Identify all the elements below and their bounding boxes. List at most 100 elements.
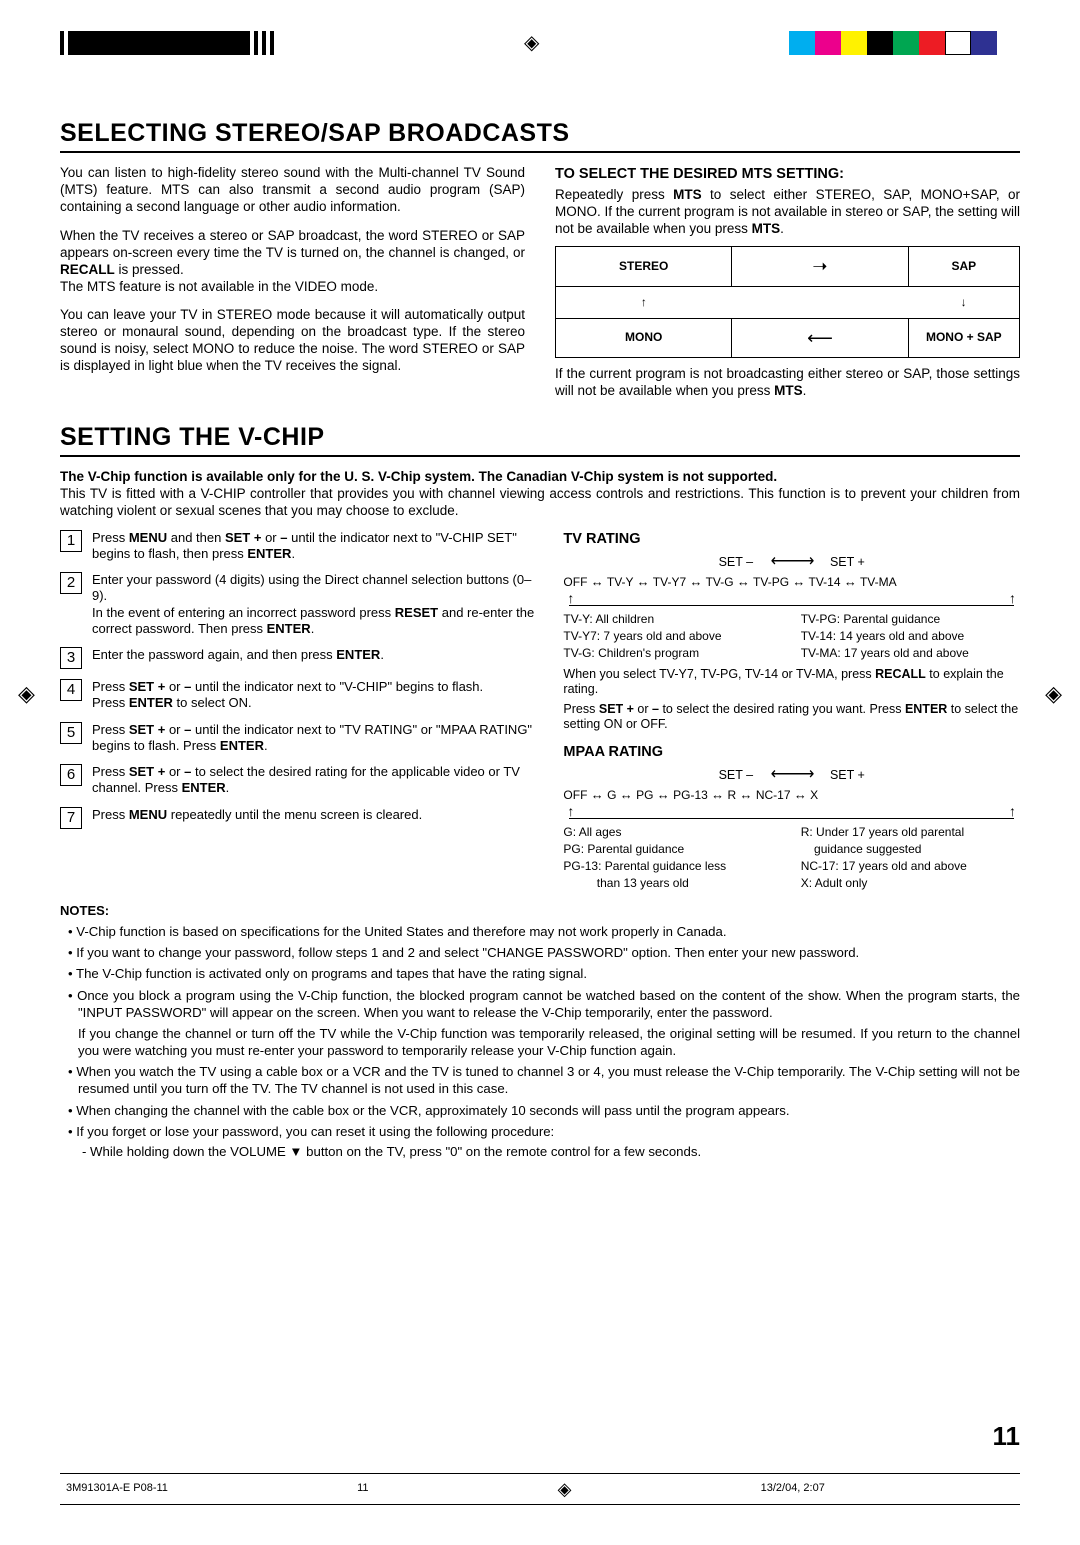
mpaa-rating-scale: OFF ↔ G ↔ PG ↔ PG-13 ↔ R ↔ NC-17 ↔ X xyxy=(563,787,1020,803)
step-text: Press MENU and then SET + or – until the… xyxy=(92,530,539,563)
ratings-column: TV RATING SET – ⟵⟶ SET + OFF ↔ TV-Y ↔ TV… xyxy=(563,530,1020,893)
legend-line: TV-Y: All children xyxy=(563,612,782,627)
footer-mid: 11 xyxy=(357,1482,368,1496)
footer: 3M91301A-E P08-11 11 ◈ 13/2/04, 2:07 xyxy=(60,1473,1020,1506)
page-number: 11 xyxy=(60,1420,1020,1453)
footer-center-icon: ◈ xyxy=(558,1478,572,1501)
arrow-down-icon: ↓ xyxy=(908,286,1019,318)
step: 5 Press SET + or – until the indicator n… xyxy=(60,722,539,755)
arrow-up-icon: ↑ xyxy=(556,286,732,318)
step-number: 1 xyxy=(60,530,82,552)
s1-left-p3: The MTS feature is not available in the … xyxy=(60,279,378,294)
s1-right-p2b: . xyxy=(803,383,807,398)
step: 1 Press MENU and then SET + or – until t… xyxy=(60,530,539,563)
note-item: When changing the channel with the cable… xyxy=(60,1102,1020,1119)
note-item: If you forget or lose your password, you… xyxy=(60,1123,1020,1140)
mts-stereo: STEREO xyxy=(556,247,732,287)
step-text: Enter your password (4 digits) using the… xyxy=(92,572,539,637)
step-text: Press MENU repeatedly until the menu scr… xyxy=(92,807,539,829)
legend-line: TV-G: Children's program xyxy=(563,646,782,661)
note-item: Once you block a program using the V-Chi… xyxy=(60,987,1020,1021)
step-text: Press SET + or – until the indicator nex… xyxy=(92,679,539,712)
note-continuation: If you change the channel or turn off th… xyxy=(60,1025,1020,1059)
s2-intro-bold: The V-Chip function is available only fo… xyxy=(60,469,777,484)
legend-line: TV-MA: 17 years old and above xyxy=(801,646,1020,661)
note-item: If you want to change your password, fol… xyxy=(60,944,1020,961)
legend-line: TV-PG: Parental guidance xyxy=(801,612,1020,627)
step-number: 5 xyxy=(60,722,82,744)
set-plus-label: SET + xyxy=(830,555,865,569)
s1-left-p2b: is pressed. xyxy=(115,262,184,277)
step: 2 Enter your password (4 digits) using t… xyxy=(60,572,539,637)
registration-side-left-icon: ◈ xyxy=(18,680,35,708)
step-number: 7 xyxy=(60,807,82,829)
tv-note2: Press SET + or – to select the desired r… xyxy=(563,702,1020,733)
step-number: 4 xyxy=(60,679,82,701)
notes-list: V-Chip function is based on specificatio… xyxy=(60,923,1020,1140)
legend-line: PG: Parental guidance xyxy=(563,842,782,857)
s1-left-p1: You can listen to high-fidelity stereo s… xyxy=(60,165,525,216)
tv-note1: When you select TV-Y7, TV-PG, TV-14 or T… xyxy=(563,667,1020,698)
s1-left-p2: When the TV receives a stereo or SAP bro… xyxy=(60,228,525,296)
step-number: 2 xyxy=(60,572,82,594)
mpaa-legend: G: All ages PG: Parental guidance PG-13: P… xyxy=(563,825,1020,893)
s1-right-p1a: Repeatedly press xyxy=(555,187,673,202)
step-number: 3 xyxy=(60,647,82,669)
footer-right: 13/2/04, 2:07 xyxy=(761,1482,825,1496)
step: 3 Enter the password again, and then pre… xyxy=(60,647,539,669)
tv-set-row: SET – ⟵⟶ SET + xyxy=(563,552,1020,572)
double-arrow-icon: ⟵⟶ xyxy=(771,766,813,783)
set-minus-label2: SET – xyxy=(719,768,754,782)
steps-column: 1 Press MENU and then SET + or – until t… xyxy=(60,530,539,893)
note-item: The V-Chip function is activated only on… xyxy=(60,965,1020,982)
notes-head: NOTES: xyxy=(60,903,1020,919)
s2-intro: The V-Chip function is available only fo… xyxy=(60,469,1020,520)
mpaa-set-row: SET – ⟵⟶ SET + xyxy=(563,765,1020,785)
set-plus-label2: SET + xyxy=(830,768,865,782)
tv-rating-head: TV RATING xyxy=(563,530,1020,548)
section1-right-col: TO SELECT THE DESIRED MTS SETTING: Repea… xyxy=(555,165,1020,400)
set-minus-label: SET – xyxy=(719,555,754,569)
section2-title: SETTING THE V-CHIP xyxy=(60,422,1020,457)
s1-left-p4: You can leave your TV in STEREO mode bec… xyxy=(60,307,525,375)
step-text: Press SET + or – to select the desired r… xyxy=(92,764,539,797)
s1-right-p2: If the current program is not broadcasti… xyxy=(555,366,1020,400)
step: 7 Press MENU repeatedly until the menu s… xyxy=(60,807,539,829)
arrow-left-icon: ⟵ xyxy=(732,318,908,358)
legend-line: guidance suggested xyxy=(801,842,1020,857)
double-arrow-icon: ⟵⟶ xyxy=(771,553,813,570)
mts-monosap: MONO + SAP xyxy=(908,318,1019,358)
step: 6 Press SET + or – to select the desired… xyxy=(60,764,539,797)
registration-side-right-icon: ◈ xyxy=(1045,680,1062,708)
s1-mts-label: MTS xyxy=(673,187,702,202)
footer-left: 3M91301A-E P08-11 xyxy=(66,1482,168,1496)
legend-line: TV-Y7: 7 years old and above xyxy=(563,629,782,644)
mts-table: STEREO ➝ SAP ↑ ↓ MONO ⟵ MONO + SAP xyxy=(555,246,1020,358)
legend-line: G: All ages xyxy=(563,825,782,840)
tv-legend: TV-Y: All children TV-Y7: 7 years old and… xyxy=(563,612,1020,663)
s1-mts-label2: MTS xyxy=(752,221,781,236)
legend-line: R: Under 17 years old parental xyxy=(801,825,1020,840)
legend-line: X: Adult only xyxy=(801,876,1020,891)
s1-right-head: TO SELECT THE DESIRED MTS SETTING: xyxy=(555,165,1020,183)
registration-right xyxy=(789,31,997,55)
s1-left-p2a: When the TV receives a stereo or SAP bro… xyxy=(60,228,525,260)
section1-left-col: You can listen to high-fidelity stereo s… xyxy=(60,165,525,400)
registration-center-icon: ◈ xyxy=(524,31,539,56)
step-number: 6 xyxy=(60,764,82,786)
s1-recall-label: RECALL xyxy=(60,262,115,277)
mts-sap: SAP xyxy=(908,247,1019,287)
arrow-right-icon: ➝ xyxy=(732,247,908,287)
note-item: When you watch the TV using a cable box … xyxy=(60,1063,1020,1097)
step-text: Enter the password again, and then press… xyxy=(92,647,539,669)
tv-rating-scale: OFF ↔ TV-Y ↔ TV-Y7 ↔ TV-G ↔ TV-PG ↔ TV-1… xyxy=(563,574,1020,590)
mts-mono: MONO xyxy=(556,318,732,358)
note-item: V-Chip function is based on specificatio… xyxy=(60,923,1020,940)
s1-right-p1c: . xyxy=(780,221,784,236)
s2-intro-rest: This TV is fitted with a V-CHIP controll… xyxy=(60,486,1020,518)
legend-line: than 13 years old xyxy=(563,876,782,891)
legend-line: TV-14: 14 years old and above xyxy=(801,629,1020,644)
notes-sub: - While holding down the VOLUME ▼ button… xyxy=(60,1144,1020,1161)
section1-title: SELECTING STEREO/SAP BROADCASTS xyxy=(60,118,1020,153)
legend-line: PG-13: Parental guidance less xyxy=(563,859,782,874)
